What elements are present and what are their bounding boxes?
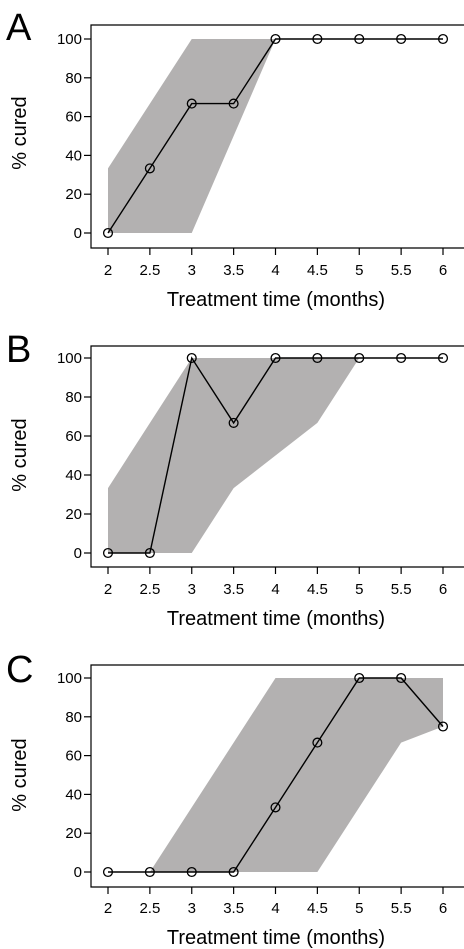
y-tick-label: 100 xyxy=(57,31,82,48)
x-tick-label: 2 xyxy=(104,581,112,598)
data-point xyxy=(102,547,114,559)
x-tick-label: 2.5 xyxy=(139,900,160,917)
y-tick-label: 80 xyxy=(65,709,82,726)
data-point xyxy=(144,163,155,174)
x-tick-label: 4.5 xyxy=(307,581,328,598)
data-point xyxy=(144,866,155,878)
data-point xyxy=(354,672,365,684)
x-tick-label: 4.5 xyxy=(307,900,328,917)
plot-frame xyxy=(90,24,464,249)
x-tick-label: 2.5 xyxy=(139,581,160,598)
x-tick-label: 5 xyxy=(355,900,363,917)
data-point xyxy=(396,672,407,684)
x-tick-label: 3 xyxy=(188,900,196,917)
panel-label: A xyxy=(6,7,32,49)
x-axis-title: Treatment time (months) xyxy=(167,608,385,630)
data-point xyxy=(228,98,239,109)
y-tick-label: 0 xyxy=(74,545,82,562)
series-line xyxy=(107,38,443,234)
data-point xyxy=(186,352,197,364)
data-point xyxy=(228,866,239,878)
data-point xyxy=(312,33,323,45)
y-tick-label: 100 xyxy=(57,670,82,687)
x-tick-label: 3 xyxy=(188,581,196,598)
data-point xyxy=(144,547,155,559)
y-tick-label: 40 xyxy=(65,147,82,164)
data-point xyxy=(437,352,449,364)
data-point xyxy=(312,737,323,748)
data-point xyxy=(354,33,365,45)
x-tick-label: 5 xyxy=(355,262,363,279)
x-tick-label: 2 xyxy=(104,262,112,279)
data-point xyxy=(396,352,407,364)
panel-label: C xyxy=(6,649,33,691)
confidence-band xyxy=(108,358,360,553)
x-tick-label: 2.5 xyxy=(139,262,160,279)
panel-label: B xyxy=(6,329,31,371)
x-tick-label: 4 xyxy=(271,900,279,917)
x-tick-label: 4.5 xyxy=(307,262,328,279)
data-point xyxy=(228,417,239,428)
y-tick-label: 20 xyxy=(65,506,82,523)
y-tick-label: 40 xyxy=(65,467,82,484)
series-line xyxy=(108,356,443,554)
plot-frame xyxy=(90,664,464,888)
data-point xyxy=(312,352,323,364)
panel-c: C2 2.5 3 3.5 4 4.5 5 5.5 6020406080100Treatment … xyxy=(6,649,464,949)
data-point xyxy=(270,33,281,45)
x-tick-label: 2 xyxy=(104,900,112,917)
data-point xyxy=(270,802,281,813)
data-point xyxy=(270,352,281,364)
y-axis-title: % cured xyxy=(9,738,31,811)
x-tick-label: 4 xyxy=(271,262,279,279)
panel-a: A2 2.5 3 3.5 4 4.5 5 5.5 6020406080100Treatment … xyxy=(6,7,464,311)
y-tick-label: 80 xyxy=(65,389,82,406)
y-tick-label: 20 xyxy=(65,186,82,203)
x-tick-label: 5 xyxy=(355,581,363,598)
x-tick-label: 3 xyxy=(188,262,196,279)
x-axis-title: Treatment time (months) xyxy=(167,289,385,311)
x-tick-label: 3.5 xyxy=(223,262,244,279)
confidence-band xyxy=(108,39,318,233)
x-tick-label: 3.5 xyxy=(223,900,244,917)
y-tick-label: 0 xyxy=(74,225,82,242)
y-tick-label: 0 xyxy=(74,864,82,881)
x-tick-label: 5.5 xyxy=(391,900,412,917)
data-point xyxy=(437,33,449,45)
x-tick-label: 3.5 xyxy=(223,581,244,598)
x-axis-title: Treatment time (months) xyxy=(167,927,385,949)
data-point xyxy=(102,866,114,878)
data-point xyxy=(186,98,197,109)
x-tick-label: 6 xyxy=(439,900,447,917)
x-tick-label: 6 xyxy=(439,581,447,598)
y-tick-label: 20 xyxy=(65,825,82,842)
y-tick-label: 40 xyxy=(65,786,82,803)
x-tick-label: 4 xyxy=(271,581,279,598)
data-point xyxy=(102,227,114,239)
data-point xyxy=(396,33,407,45)
x-tick-label: 5.5 xyxy=(391,581,412,598)
y-tick-label: 100 xyxy=(57,350,82,367)
data-point xyxy=(437,721,449,732)
plot-frame xyxy=(90,345,464,568)
data-point xyxy=(186,866,197,878)
series-line xyxy=(108,677,444,873)
y-axis-title: % cured xyxy=(9,418,31,491)
data-point xyxy=(354,352,365,364)
y-axis-title: % cured xyxy=(9,96,31,169)
y-tick-label: 60 xyxy=(65,109,82,126)
panel-b: B2 2.5 3 3.5 4 4.5 5 5.5 6020406080100Treatment … xyxy=(6,329,464,630)
x-tick-label: 5.5 xyxy=(391,262,412,279)
x-tick-label: 6 xyxy=(439,262,447,279)
y-tick-label: 80 xyxy=(65,70,82,87)
y-tick-label: 60 xyxy=(65,428,82,445)
y-tick-label: 60 xyxy=(65,748,82,765)
